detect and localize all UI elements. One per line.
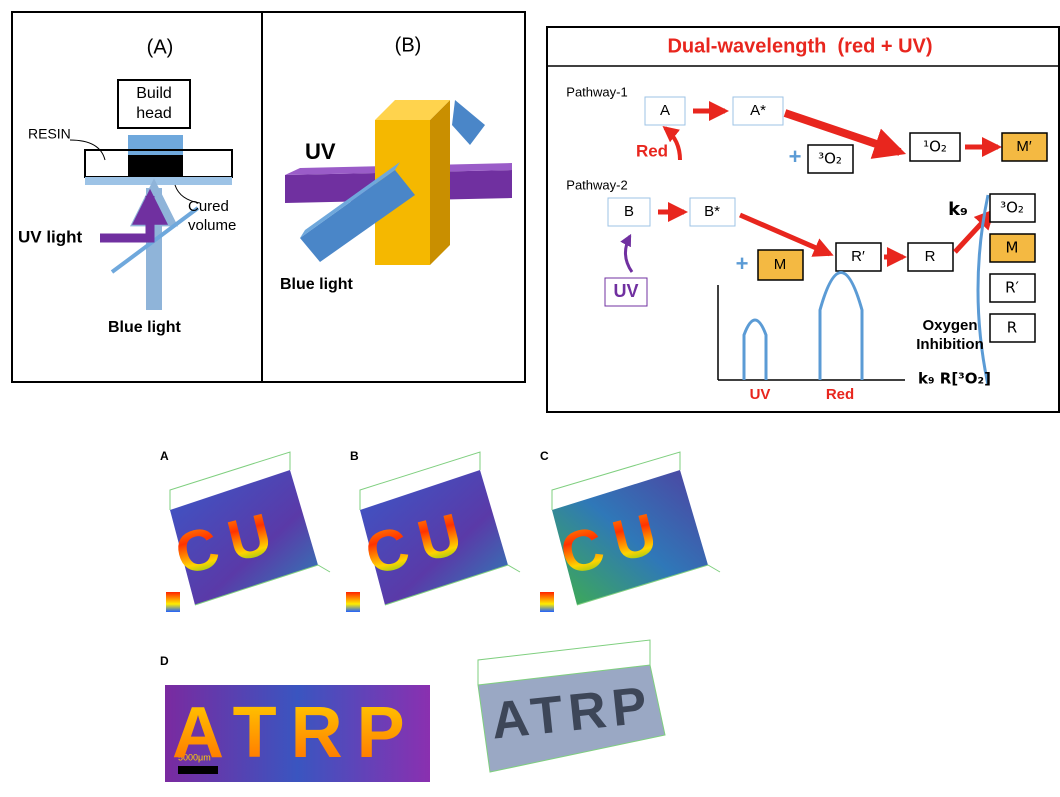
cured-volume-label: Cured volume: [188, 198, 260, 242]
uv-light-label: UV light: [18, 227, 83, 246]
spectrum-label: Red: [826, 386, 854, 403]
panel-label: C: [540, 449, 549, 463]
node-label: A: [660, 102, 670, 119]
panel-label: (A): [147, 36, 174, 58]
pathway-1: Pathway-1 A A* Red + ³O₂ ¹O₂ M′: [566, 84, 1047, 173]
node-label: ³O₂: [1000, 199, 1024, 217]
figure: (A) Build head RESIN UV light Cured volu…: [0, 0, 1060, 797]
uv-label: UV: [305, 139, 336, 164]
build-head-label: Build head: [118, 84, 190, 128]
color-scale: [540, 592, 554, 612]
plus: +: [789, 144, 802, 169]
inhibition-rate: k₉ R[³O₂]: [918, 370, 991, 388]
resin-label: RESIN: [28, 126, 71, 142]
node-label: R: [1007, 319, 1017, 337]
arrow: [740, 215, 830, 254]
panel-label: B: [350, 449, 359, 463]
color-scale: [346, 592, 360, 612]
uv-label: UV: [613, 281, 638, 301]
color-scale: [166, 592, 180, 612]
arrow: [625, 236, 632, 272]
panel-label: D: [160, 654, 169, 668]
node-label: M′: [1016, 138, 1031, 155]
node-label: R′: [1005, 279, 1019, 297]
rate-constant: k₉: [948, 199, 968, 220]
cured-volume-text: Cured volume: [188, 198, 260, 236]
blue-rod-back: [452, 100, 485, 145]
cube-side: [430, 100, 450, 265]
pathway-label: Pathway-1: [566, 84, 627, 99]
node-label: R: [925, 248, 936, 265]
blue-light-label: Blue light: [108, 319, 182, 336]
window: [85, 177, 232, 185]
blue-light-label: Blue light: [280, 276, 354, 293]
node-label: M: [774, 256, 787, 273]
build-head-text: Build head: [118, 84, 190, 124]
node-label: M: [1006, 239, 1019, 257]
node-label: ³O₂: [818, 150, 842, 168]
uv-peak: [744, 320, 766, 380]
inhibition-label: Oxygen Inhibition: [905, 317, 995, 365]
platform: [128, 135, 183, 155]
node-label: ¹O₂: [923, 138, 947, 156]
spectrum-label: UV: [750, 386, 771, 403]
node-label: R′: [851, 248, 865, 265]
node-label: B*: [704, 203, 720, 220]
pathway-label: Pathway-2: [566, 177, 627, 192]
node-label: A*: [750, 102, 766, 119]
red-label: Red: [636, 141, 668, 160]
inhibition-text: Oxygen Inhibition: [905, 317, 995, 355]
red-peak: [820, 273, 862, 381]
plus: +: [736, 251, 749, 276]
node-label: B: [624, 203, 634, 220]
page: {"panel_a": {"label": "(A)", "build_head…: [0, 0, 1060, 797]
letters: ATRP: [172, 693, 419, 773]
pathway-2: Pathway-2 B B* UV + M R′ R k₉: [566, 177, 992, 306]
panel-label: A: [160, 449, 169, 463]
uv-arrow: [100, 196, 150, 238]
cured-layer: [128, 155, 183, 177]
panel-label: (B): [395, 34, 422, 56]
mechanism-title: Dual-wavelength (red + UV): [667, 35, 932, 57]
arrow: [785, 113, 900, 152]
products: ³O₂ M R′ R: [990, 194, 1035, 342]
